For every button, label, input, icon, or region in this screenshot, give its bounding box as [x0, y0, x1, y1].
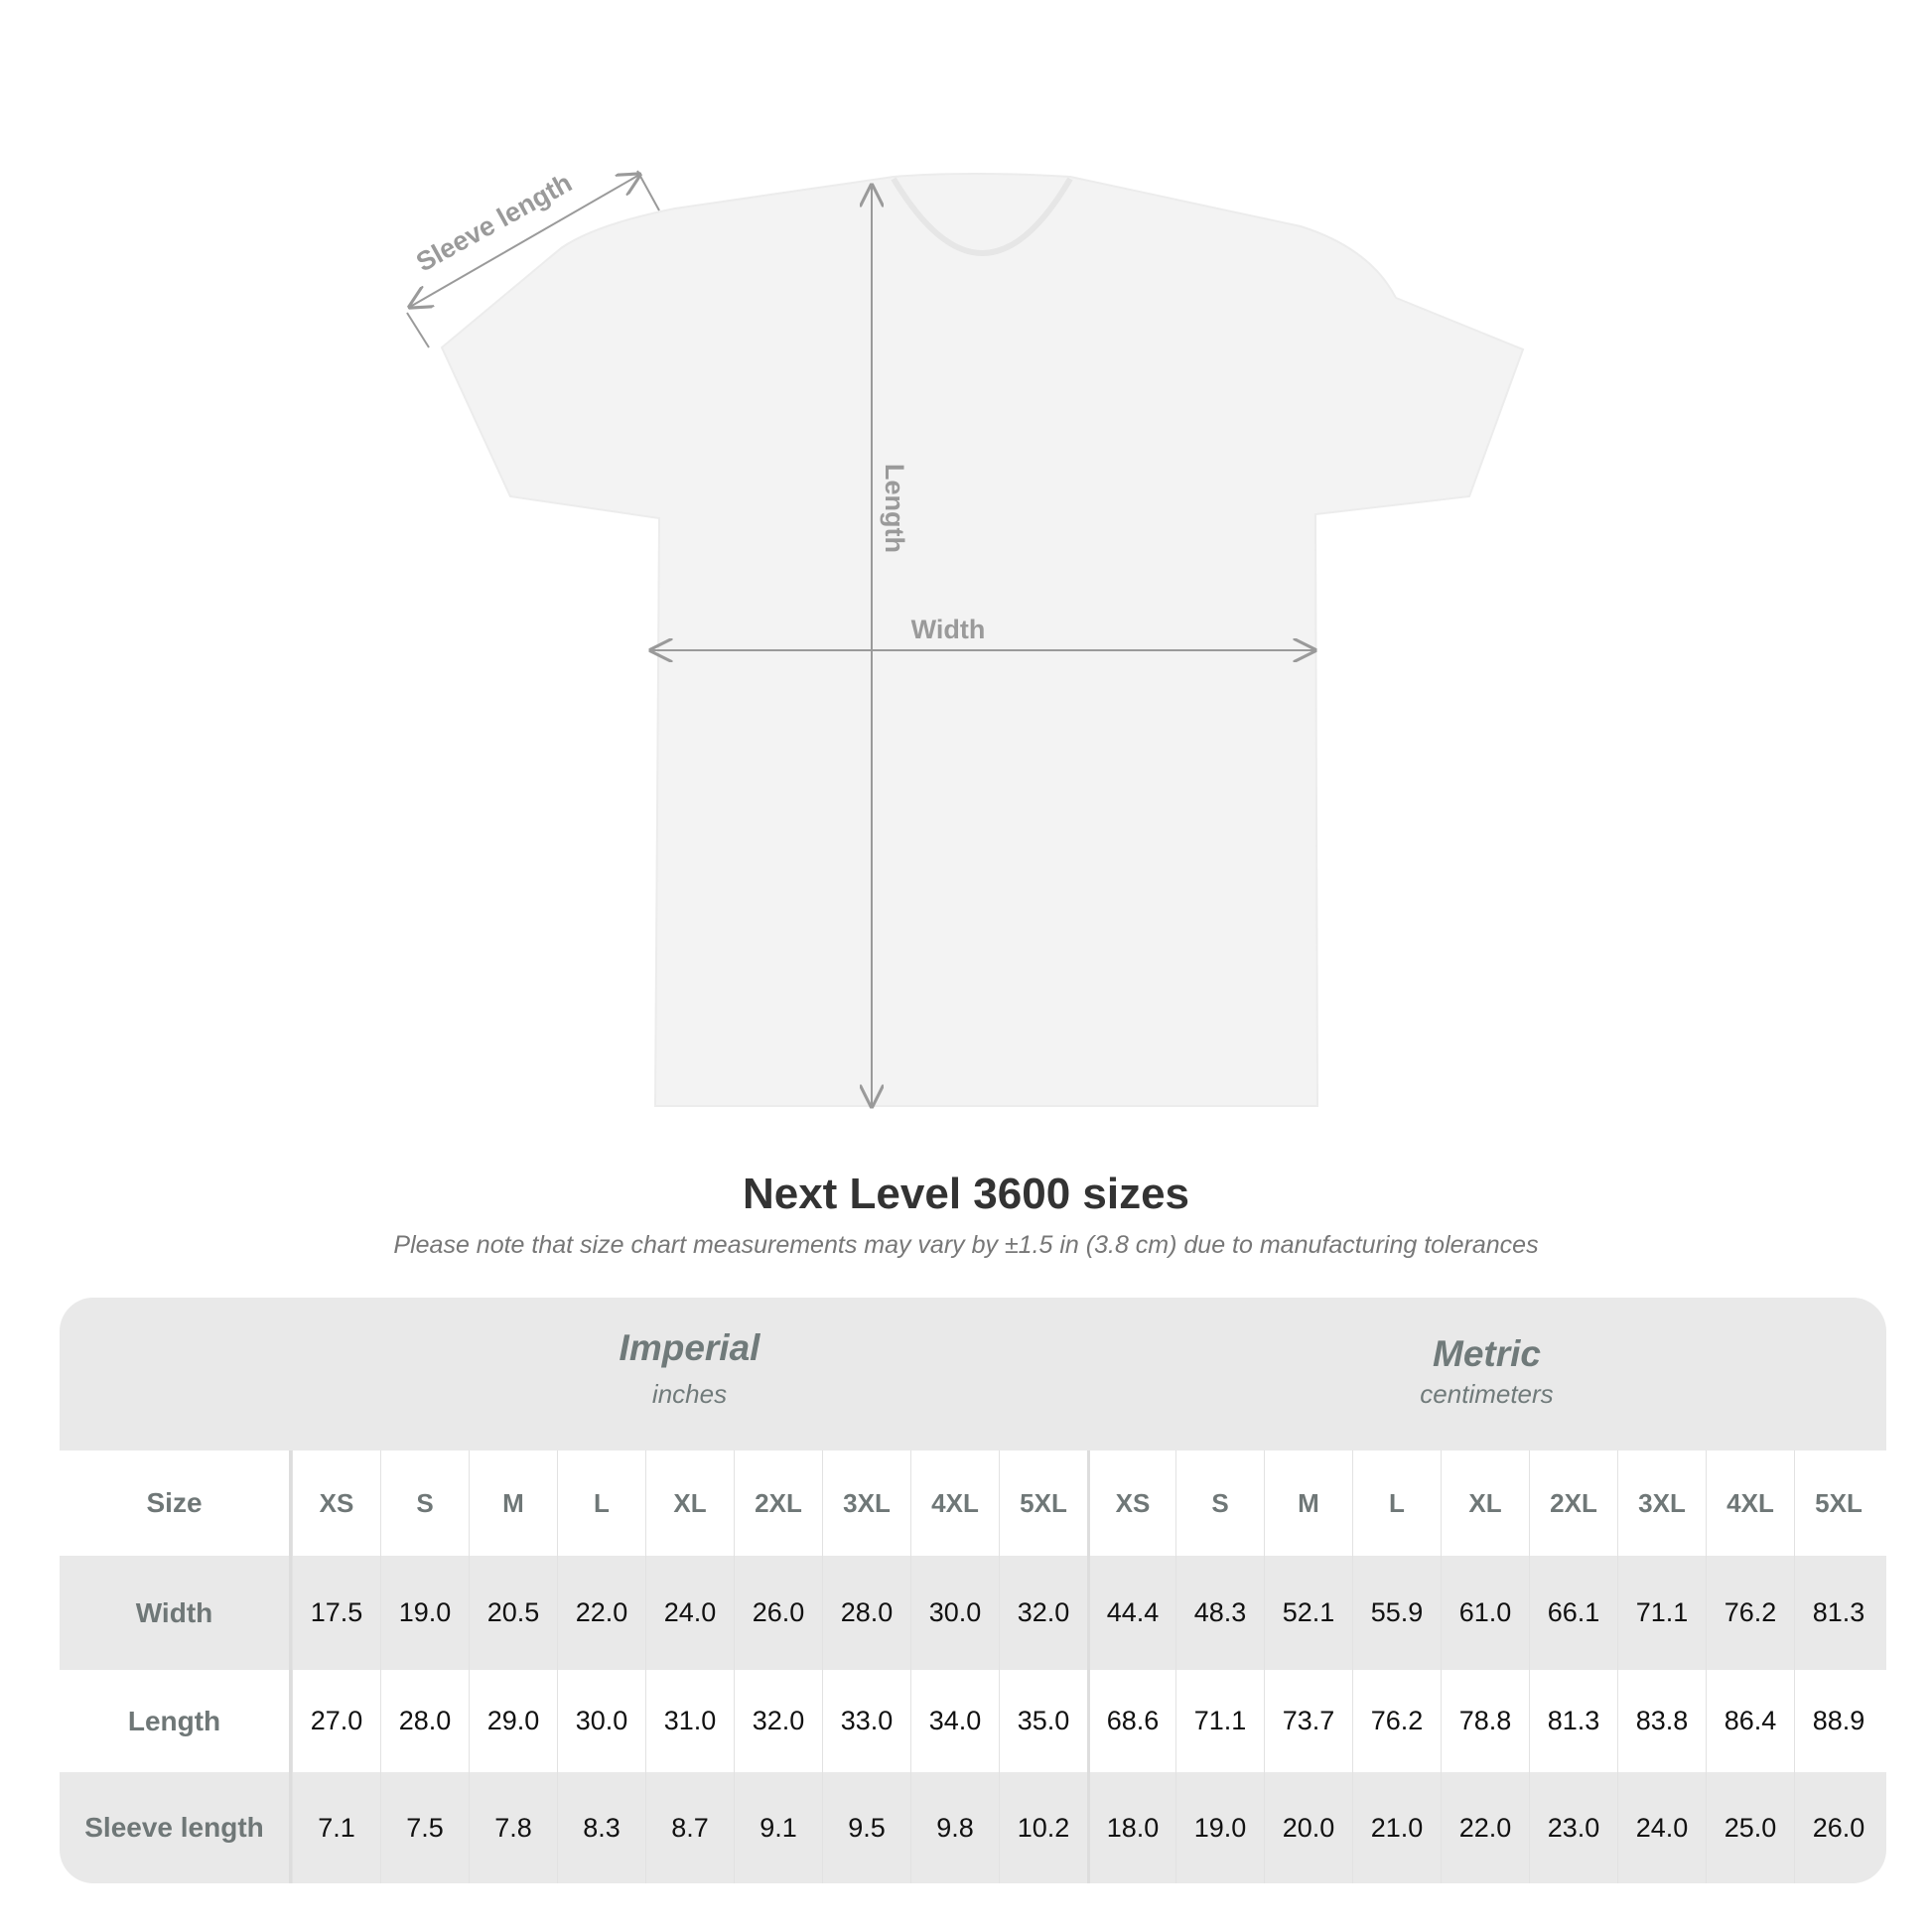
size-imperial-xs: XS	[292, 1450, 380, 1556]
size-imperial-s: S	[380, 1450, 469, 1556]
value-cell: 22.0	[557, 1556, 645, 1670]
size-label: Size	[60, 1450, 292, 1556]
value-cell: 7.8	[469, 1772, 557, 1883]
size-metric-3xl: 3XL	[1617, 1450, 1706, 1556]
value-cell: 35.0	[999, 1670, 1087, 1772]
value-cell: 23.0	[1529, 1772, 1617, 1883]
value-cell: 31.0	[645, 1670, 734, 1772]
value-cell: 19.0	[380, 1556, 469, 1670]
imperial-header: Imperial inches	[292, 1298, 1087, 1450]
size-metric-5xl: 5XL	[1794, 1450, 1882, 1556]
value-cell: 10.2	[999, 1772, 1087, 1883]
value-cell: 34.0	[910, 1670, 999, 1772]
value-cell: 68.6	[1087, 1670, 1175, 1772]
size-metric-m: M	[1264, 1450, 1352, 1556]
value-cell: 9.8	[910, 1772, 999, 1883]
value-cell: 27.0	[292, 1670, 380, 1772]
value-cell: 29.0	[469, 1670, 557, 1772]
value-cell: 26.0	[1794, 1772, 1882, 1883]
value-cell: 44.4	[1087, 1556, 1175, 1670]
value-cell: 8.3	[557, 1772, 645, 1883]
value-cell: 71.1	[1175, 1670, 1264, 1772]
value-cell: 76.2	[1352, 1670, 1441, 1772]
size-header-row: Size XS S M L XL 2XL 3XL 4XL 5XL XS S M L XL 2XL 3XL 4XL 5…	[60, 1450, 1886, 1556]
value-cell: 66.1	[1529, 1556, 1617, 1670]
metric-title: Metric	[1433, 1333, 1541, 1374]
table-row: Sleeve length 7.1 7.5 7.8 8.3 8.7 9.1 9.5 9.8 10.…	[60, 1772, 1886, 1883]
value-cell: 33.0	[822, 1670, 910, 1772]
row-label: Width	[60, 1556, 292, 1670]
value-cell: 28.0	[380, 1670, 469, 1772]
value-cell: 17.5	[292, 1556, 380, 1670]
size-metric-xs: XS	[1087, 1450, 1175, 1556]
size-metric-2xl: 2XL	[1529, 1450, 1617, 1556]
value-cell: 48.3	[1175, 1556, 1264, 1670]
metric-unit: centimeters	[1420, 1379, 1554, 1409]
value-cell: 88.9	[1794, 1670, 1882, 1772]
metric-header: Metric centimeters	[1087, 1298, 1886, 1450]
table-row: Width 17.5 19.0 20.5 22.0 24.0 26.0 28.0 30.0 32.…	[60, 1556, 1886, 1670]
value-cell: 83.8	[1617, 1670, 1706, 1772]
value-cell: 19.0	[1175, 1772, 1264, 1883]
value-cell: 20.0	[1264, 1772, 1352, 1883]
size-imperial-l: L	[557, 1450, 645, 1556]
value-cell: 30.0	[557, 1670, 645, 1772]
neckline	[891, 177, 1073, 256]
value-cell: 7.1	[292, 1772, 380, 1883]
value-cell: 81.3	[1794, 1556, 1882, 1670]
value-cell: 81.3	[1529, 1670, 1617, 1772]
size-table: Imperial inches Metric centimeters Size X…	[60, 1298, 1886, 1883]
size-imperial-m: M	[469, 1450, 557, 1556]
tshirt-diagram: Sleeve length Length Width	[0, 168, 1525, 1172]
row-label: Sleeve length	[60, 1772, 292, 1883]
value-cell: 24.0	[645, 1556, 734, 1670]
value-cell: 18.0	[1087, 1772, 1175, 1883]
size-metric-l: L	[1352, 1450, 1441, 1556]
value-cell: 25.0	[1706, 1772, 1794, 1883]
value-cell: 76.2	[1706, 1556, 1794, 1670]
value-cell: 8.7	[645, 1772, 734, 1883]
size-imperial-2xl: 2XL	[734, 1450, 822, 1556]
sleeve-length-arrow	[410, 175, 639, 307]
value-cell: 20.5	[469, 1556, 557, 1670]
value-cell: 9.1	[734, 1772, 822, 1883]
imperial-title: Imperial	[619, 1327, 760, 1368]
value-cell: 55.9	[1352, 1556, 1441, 1670]
value-cell: 52.1	[1264, 1556, 1352, 1670]
length-label: Length	[880, 464, 909, 553]
value-cell: 86.4	[1706, 1670, 1794, 1772]
size-imperial-5xl: 5XL	[999, 1450, 1087, 1556]
value-cell: 78.8	[1441, 1670, 1529, 1772]
value-cell: 30.0	[910, 1556, 999, 1670]
width-label: Width	[911, 615, 986, 644]
table-row: Length 27.0 28.0 29.0 30.0 31.0 32.0 33.0 34.0 35…	[60, 1670, 1886, 1772]
value-cell: 22.0	[1441, 1772, 1529, 1883]
value-cell: 21.0	[1352, 1772, 1441, 1883]
value-cell: 32.0	[734, 1670, 822, 1772]
value-cell: 24.0	[1617, 1772, 1706, 1883]
size-metric-xl: XL	[1441, 1450, 1529, 1556]
size-imperial-xl: XL	[645, 1450, 734, 1556]
value-cell: 61.0	[1441, 1556, 1529, 1670]
imperial-unit: inches	[651, 1379, 728, 1409]
tolerance-note: Please note that size chart measurements…	[393, 1231, 1539, 1259]
page-title: Next Level 3600 sizes	[742, 1170, 1190, 1218]
size-metric-s: S	[1175, 1450, 1264, 1556]
size-imperial-4xl: 4XL	[910, 1450, 999, 1556]
size-metric-4xl: 4XL	[1706, 1450, 1794, 1556]
sleeve-tick	[406, 312, 430, 348]
value-cell: 26.0	[734, 1556, 822, 1670]
value-cell: 9.5	[822, 1772, 910, 1883]
size-imperial-3xl: 3XL	[822, 1450, 910, 1556]
value-cell: 28.0	[822, 1556, 910, 1670]
sleeve-tick	[636, 170, 660, 211]
value-cell: 7.5	[380, 1772, 469, 1883]
value-cell: 71.1	[1617, 1556, 1706, 1670]
value-cell: 73.7	[1264, 1670, 1352, 1772]
value-cell: 32.0	[999, 1556, 1087, 1670]
row-label: Length	[60, 1670, 292, 1772]
